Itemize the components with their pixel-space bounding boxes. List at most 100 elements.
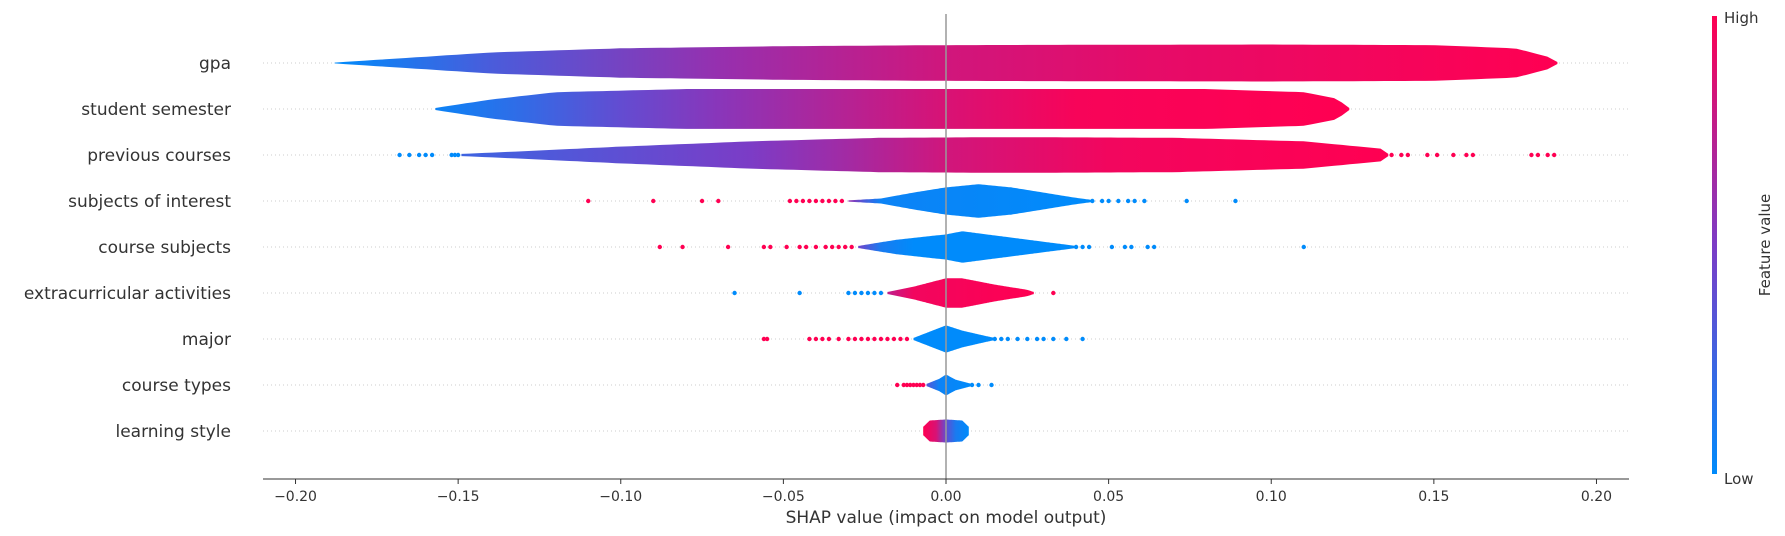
outlier-dot <box>1041 336 1046 342</box>
outlier-dot <box>846 290 851 296</box>
outlier-dot <box>849 244 854 250</box>
outlier-dot <box>836 336 841 342</box>
outlier-dot <box>761 336 767 342</box>
outlier-dot <box>784 244 789 250</box>
feature-label: student semester <box>81 100 231 120</box>
outlier-dot <box>1073 244 1079 250</box>
outlier-dot <box>1233 198 1238 204</box>
outlier-dot <box>908 382 913 388</box>
violin-shape <box>435 89 1350 129</box>
outlier-dot <box>1080 244 1085 250</box>
outlier-dot <box>1389 152 1394 158</box>
outlier-dot <box>846 336 851 342</box>
outlier-dot <box>1051 290 1056 296</box>
violin-layer <box>334 44 1558 443</box>
colorbar-low-label: Low <box>1724 470 1754 488</box>
outlier-dot <box>397 152 402 158</box>
outlier-dot <box>429 152 435 158</box>
outlier-dot <box>820 198 825 204</box>
outlier-dot <box>859 290 864 296</box>
outlier-dot <box>901 382 906 388</box>
outlier-dot <box>911 382 916 388</box>
outlier-dot <box>839 198 845 204</box>
outlier-dot <box>1109 244 1115 250</box>
violin-shape <box>858 231 1077 263</box>
outlier-dot <box>455 152 461 158</box>
outlier-dot <box>813 198 819 204</box>
feature-label: extracurricular activities <box>24 284 231 304</box>
outlier-dot <box>1151 244 1157 250</box>
violin-shape <box>926 374 972 396</box>
outlier-dot <box>999 336 1004 342</box>
outlier-dot <box>1529 152 1534 158</box>
outlier-dot <box>836 244 841 250</box>
colorbar-title: Feature value <box>1756 194 1774 296</box>
outlier-dot <box>842 244 848 250</box>
outlier-dot <box>1301 244 1306 250</box>
outlier-dot <box>1106 198 1111 204</box>
outlier-dot <box>1451 152 1456 158</box>
outlier-dot <box>586 198 591 204</box>
outlier-dot <box>797 244 802 250</box>
outlier-dot <box>1551 152 1557 158</box>
outlier-dot <box>878 290 884 296</box>
outlier-dot <box>1086 244 1092 250</box>
outlier-dot <box>914 382 919 388</box>
x-axis-title: SHAP value (impact on model output) <box>786 508 1107 528</box>
outlier-dot <box>1015 336 1020 342</box>
outlier-dot <box>1034 336 1040 342</box>
violin-shape <box>887 278 1034 308</box>
outlier-dot <box>1470 152 1476 158</box>
outlier-dot <box>917 382 923 388</box>
outlier-dot <box>1080 336 1085 342</box>
outlier-dot <box>921 382 926 388</box>
outlier-dot <box>1145 244 1150 250</box>
x-tick-label: −0.15 <box>437 489 480 505</box>
outlier-dot <box>904 382 910 388</box>
outlier-dot <box>1116 198 1121 204</box>
outlier-dot <box>872 290 877 296</box>
outlier-dot <box>1382 152 1388 158</box>
outlier-dot <box>807 198 812 204</box>
outlier-dot <box>813 244 819 250</box>
outlier-dot <box>820 336 825 342</box>
outlier-dot <box>895 382 900 388</box>
feature-label: course subjects <box>98 238 231 258</box>
outlier-dot <box>1142 198 1147 204</box>
outlier-dot <box>1099 198 1105 204</box>
outlier-dot <box>1051 336 1056 342</box>
outlier-dot <box>859 336 864 342</box>
feature-label: major <box>182 330 231 350</box>
outlier-dot <box>904 336 910 342</box>
outlier-dot <box>449 152 454 158</box>
outlier-dot <box>797 290 802 296</box>
outlier-dot <box>833 198 838 204</box>
violin-shape <box>913 325 995 353</box>
outlier-dot <box>1545 152 1550 158</box>
outlier-dot <box>1464 152 1469 158</box>
outlier-dot <box>872 336 877 342</box>
outlier-dot <box>826 198 832 204</box>
outlier-dot <box>803 244 809 250</box>
x-tick-label: −0.20 <box>274 489 317 505</box>
outlier-dot <box>1535 152 1541 158</box>
colorbar: High Low Feature value <box>1712 9 1774 488</box>
outlier-dot <box>1434 152 1440 158</box>
x-tick-label: 0.05 <box>1093 489 1124 505</box>
outlier-dot <box>1125 198 1131 204</box>
outlier-dot <box>651 198 656 204</box>
x-axis: −0.20 −0.15 −0.10 −0.05 0.00 0.05 0.10 0.15 0.20 <box>263 478 1629 505</box>
outlier-dot <box>407 152 412 158</box>
outlier-dot <box>787 198 793 204</box>
outlier-dot <box>898 336 903 342</box>
outlier-dot <box>829 244 835 250</box>
outlier-dot <box>852 336 858 342</box>
outlier-dot <box>813 336 819 342</box>
colorbar-gradient <box>1712 16 1717 474</box>
outlier-dot <box>865 336 871 342</box>
violin-shape <box>461 137 1389 173</box>
outlier-dot <box>416 152 422 158</box>
outlier-dot <box>1005 336 1010 342</box>
x-tick-label: 0.00 <box>930 489 961 505</box>
